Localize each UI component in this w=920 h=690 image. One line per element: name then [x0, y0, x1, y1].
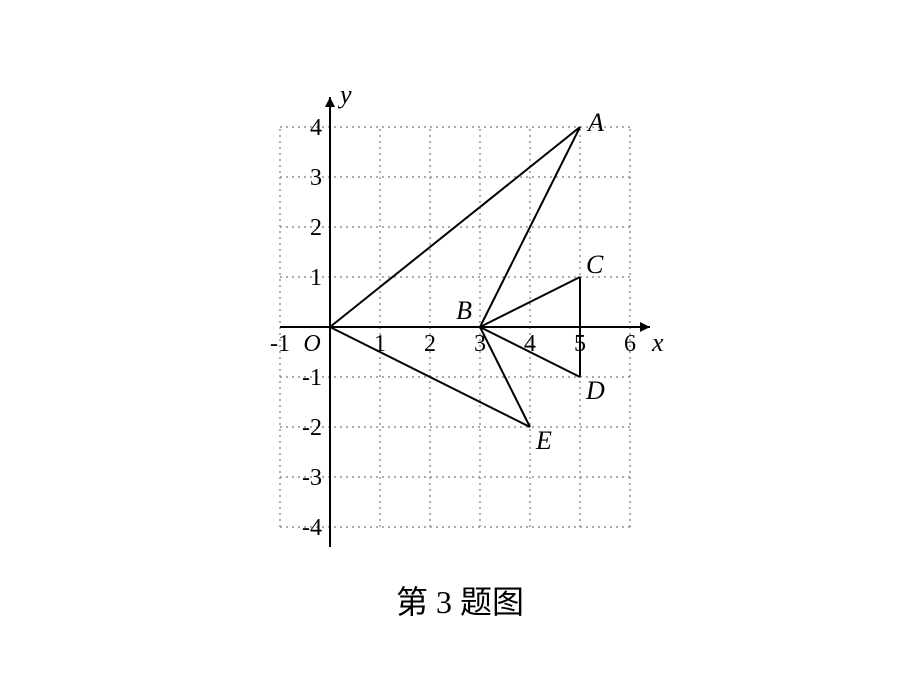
svg-text:6: 6 [624, 331, 636, 357]
svg-text:O: O [303, 331, 320, 357]
svg-text:3: 3 [310, 165, 322, 191]
svg-text:D: D [585, 376, 605, 405]
svg-text:B: B [456, 296, 472, 325]
svg-text:2: 2 [424, 331, 436, 357]
coordinate-chart: xy-11234561234-1-2-3-4OABCDE [220, 67, 700, 567]
svg-text:-4: -4 [302, 515, 322, 541]
svg-text:-1: -1 [270, 331, 290, 357]
svg-text:1: 1 [310, 265, 322, 291]
svg-text:2: 2 [310, 215, 322, 241]
svg-text:y: y [337, 80, 352, 109]
svg-text:-1: -1 [302, 365, 322, 391]
svg-text:4: 4 [310, 115, 322, 141]
figure-caption: 第 3 题图 [396, 577, 524, 623]
svg-text:-2: -2 [302, 415, 322, 441]
svg-text:A: A [586, 108, 604, 137]
svg-text:C: C [586, 250, 604, 279]
svg-text:E: E [535, 426, 552, 455]
svg-text:-3: -3 [302, 465, 322, 491]
svg-text:x: x [651, 328, 664, 357]
